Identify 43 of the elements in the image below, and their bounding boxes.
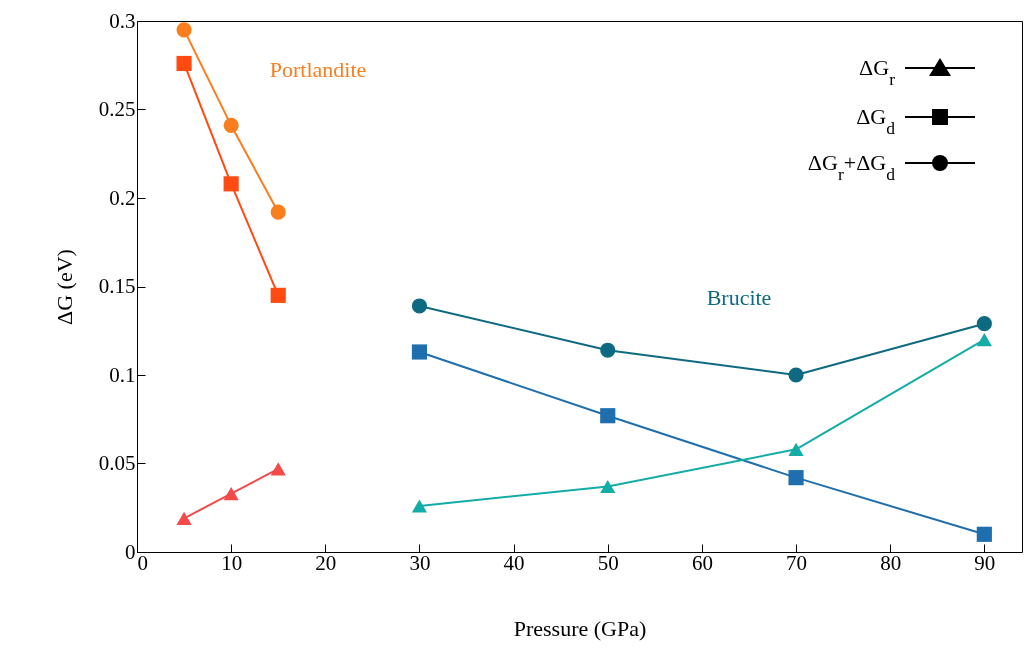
point — [411, 499, 428, 513]
x-tick-label: 30 — [409, 550, 431, 575]
x-tick-label: 60 — [691, 550, 713, 575]
y-tick-label: 0.2 — [109, 185, 136, 210]
y-tick-label: 0.15 — [98, 274, 136, 298]
x-tick-label: 50 — [597, 550, 619, 575]
point — [223, 487, 239, 501]
point — [176, 511, 192, 525]
x-tick-label: 70 — [786, 550, 808, 575]
point — [600, 408, 616, 424]
point — [270, 462, 286, 476]
point — [788, 470, 804, 486]
annotation: ΔG$_{r}$ — [859, 55, 896, 89]
annotation: ΔG$_{d}$ — [856, 104, 896, 138]
x-tick-label: 20 — [315, 550, 337, 575]
point — [411, 344, 428, 360]
point — [600, 479, 616, 494]
y-tick-label: 0.25 — [98, 97, 136, 121]
y-tick-label: 0.3 — [109, 8, 136, 33]
annotation: Brucite — [706, 285, 772, 310]
point — [223, 117, 239, 133]
y-tick-label: 0.1 — [109, 362, 136, 387]
point — [788, 367, 804, 383]
point — [788, 442, 804, 456]
annotation: ΔG$_{r}$+ΔG$_{d}$ — [807, 150, 896, 184]
annotation: Portlandite — [269, 57, 367, 82]
y-tick-label: 0.05 — [98, 451, 136, 475]
x-tick-label: 80 — [880, 550, 902, 575]
point — [976, 526, 992, 542]
point — [270, 204, 286, 220]
point — [411, 298, 428, 314]
point — [270, 287, 286, 303]
point — [176, 22, 192, 38]
point — [600, 342, 616, 358]
y-axis-title: ΔG (eV) — [51, 249, 77, 325]
point — [223, 176, 239, 192]
x-axis-title: Pressure (GPa) — [513, 615, 647, 641]
x-tick-label: 10 — [221, 550, 243, 575]
point — [976, 316, 992, 332]
x-tick-label: 90 — [974, 550, 996, 575]
point — [976, 333, 992, 347]
point — [176, 55, 192, 72]
x-tick-label: 40 — [503, 550, 525, 575]
